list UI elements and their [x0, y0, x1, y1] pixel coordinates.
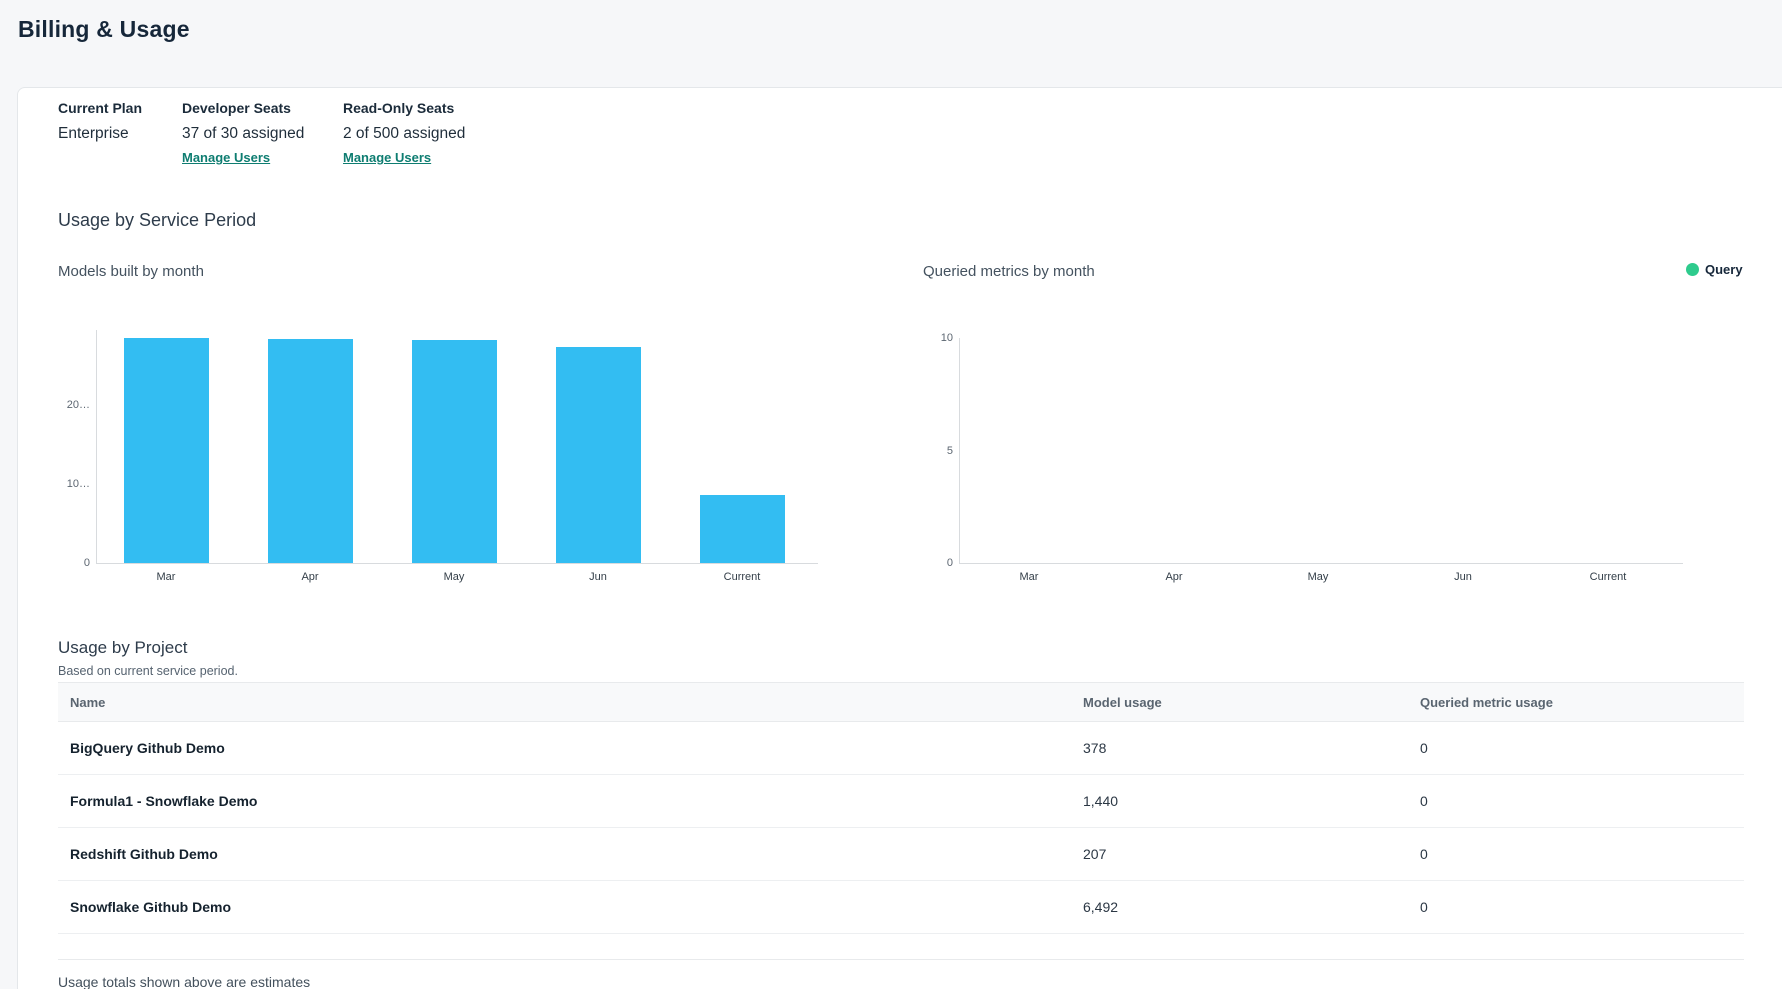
x-axis-label-current: Current	[723, 571, 761, 583]
developer-seats-column: Developer Seats 37 of 30 assigned Manage…	[182, 100, 304, 167]
developer-seats-label: Developer Seats	[182, 100, 291, 116]
queried-metric-usage-cell: 0	[1420, 793, 1428, 809]
queried-metric-usage-cell: 0	[1420, 846, 1428, 862]
page-title: Billing & Usage	[18, 16, 190, 42]
usage-by-project-heading: Usage by Project	[58, 638, 188, 657]
bar-may	[411, 340, 497, 563]
y-axis-line	[96, 330, 97, 563]
bar-jun	[555, 346, 641, 563]
bar-current	[699, 495, 785, 563]
models-built-chart: 0 10… 20… Mar Apr May Jun Current	[58, 320, 833, 592]
x-axis-line	[959, 563, 1683, 564]
current-plan-column: Current Plan Enterprise	[58, 100, 142, 143]
table-header-row: Name Model usage Queried metric usage	[58, 682, 1744, 722]
manage-users-link-readonly[interactable]: Manage Users	[343, 150, 432, 165]
manage-users-link-developer[interactable]: Manage Users	[182, 150, 271, 165]
model-usage-cell: 207	[1083, 846, 1107, 862]
table-header-model-usage: Model usage	[1083, 694, 1162, 710]
bar-mar	[123, 337, 209, 563]
x-axis-label-may: May	[1307, 571, 1329, 583]
query-legend-label: Query	[1705, 262, 1743, 277]
query-legend-dot-icon	[1686, 263, 1699, 276]
table-header-queried-metric-usage: Queried metric usage	[1420, 694, 1553, 710]
y-axis-tick-label: 0	[946, 557, 953, 569]
y-axis-tick-label: 0	[83, 557, 90, 569]
models-chart-title: Models built by month	[58, 263, 204, 280]
y-axis-tick-label: 20…	[66, 399, 90, 412]
x-axis-label-mar: Mar	[1019, 571, 1039, 583]
project-name-cell: Formula1 - Snowflake Demo	[70, 793, 258, 809]
current-plan-value: Enterprise	[58, 125, 129, 142]
table-header-name: Name	[70, 694, 106, 710]
project-name-cell: Snowflake Github Demo	[70, 899, 232, 915]
x-axis-label-jun: Jun	[1454, 571, 1472, 583]
usage-by-project-subtitle: Based on current service period.	[58, 664, 238, 678]
x-axis-label-apr: Apr	[1165, 571, 1183, 583]
x-axis-label-may: May	[443, 571, 465, 583]
usage-estimates-footnote: Usage totals shown above are estimates	[58, 974, 311, 989]
x-axis-line	[96, 563, 818, 564]
model-usage-cell: 1,440	[1083, 793, 1119, 809]
table-row: Redshift Github Demo 207 0	[58, 828, 1744, 881]
model-usage-cell: 6,492	[1083, 899, 1119, 915]
read-only-seats-column: Read-Only Seats 2 of 500 assigned Manage…	[343, 100, 465, 167]
developer-seats-value: 37 of 30 assigned	[182, 125, 305, 142]
metrics-chart-title: Queried metrics by month	[923, 263, 1095, 280]
table-body: BigQuery Github Demo 378 0 Formula1 - Snowf…	[58, 722, 1744, 934]
usage-by-project-table: Name Model usage Queried metric usage Bi…	[58, 682, 1744, 934]
y-axis-tick-label: 5	[946, 444, 953, 457]
usage-by-service-period-heading: Usage by Service Period	[58, 210, 257, 230]
x-axis-label-current: Current	[1589, 571, 1627, 583]
queried-metric-usage-cell: 0	[1420, 899, 1428, 915]
table-row: Formula1 - Snowflake Demo 1,440 0	[58, 775, 1744, 828]
table-row: BigQuery Github Demo 378 0	[58, 722, 1744, 775]
y-axis-tick-label: 10	[940, 332, 953, 344]
read-only-seats-value: 2 of 500 assigned	[343, 125, 466, 142]
project-name-cell: Redshift Github Demo	[70, 846, 218, 862]
x-axis-label-mar: Mar	[156, 571, 176, 583]
y-axis-line	[959, 338, 960, 563]
queried-metrics-chart: 0 5 10 Mar Apr May Jun Current	[920, 320, 1695, 592]
query-legend[interactable]: Query	[1686, 262, 1743, 277]
current-plan-label: Current Plan	[58, 100, 143, 116]
x-axis-label-jun: Jun	[589, 571, 607, 583]
table-row: Snowflake Github Demo 6,492 0	[58, 881, 1744, 934]
y-axis-tick-label: 10…	[66, 478, 90, 491]
bar-apr	[267, 338, 353, 563]
footer-divider	[58, 959, 1744, 960]
project-name-cell: BigQuery Github Demo	[70, 740, 225, 756]
model-usage-cell: 378	[1083, 740, 1107, 756]
read-only-seats-label: Read-Only Seats	[343, 100, 455, 116]
queried-metric-usage-cell: 0	[1420, 740, 1428, 756]
x-axis-label-apr: Apr	[301, 571, 319, 583]
